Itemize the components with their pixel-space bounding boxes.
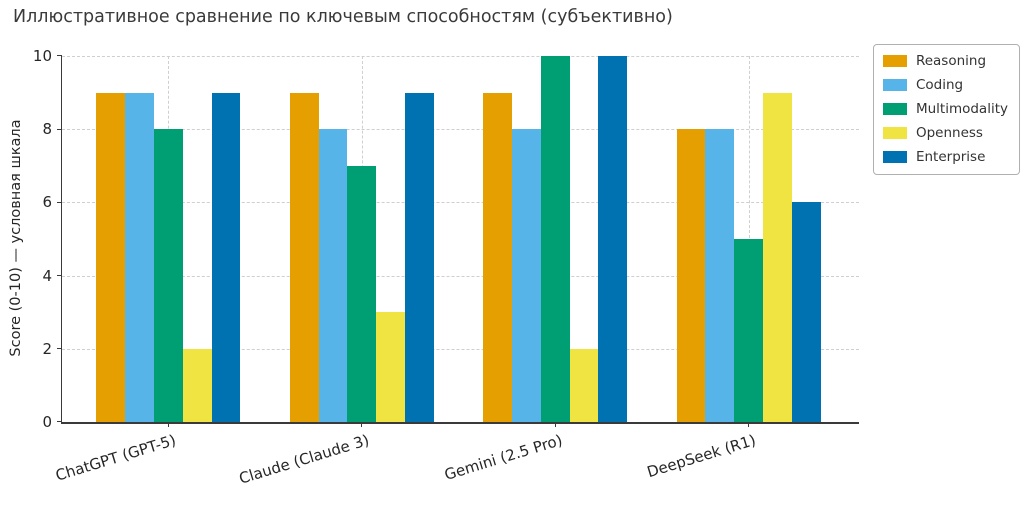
x-tick-mark-claude-claude-3 — [361, 422, 363, 427]
y-tick-label-2: 2 — [42, 339, 52, 358]
y-tick-mark-2 — [57, 348, 62, 350]
legend-item-multimodality: Multimodality — [882, 101, 1008, 117]
legend-label-multimodality: Multimodality — [915, 101, 1008, 117]
y-tick-label-8: 8 — [42, 120, 52, 139]
y-tick-mark-8 — [57, 128, 62, 130]
legend-swatch-enterprise — [882, 151, 907, 163]
x-tick-label-deepseek-r1: DeepSeek (R1) — [645, 431, 759, 482]
y-tick-mark-0 — [57, 421, 62, 423]
bar-enterprise-deepseek-r1 — [791, 202, 821, 422]
legend: Reasoning Coding Multimodality Openness Ente… — [872, 44, 1020, 175]
bar-openness-gemini-2-5-pro — [569, 348, 599, 422]
y-tick-label-10: 10 — [32, 47, 52, 65]
legend-item-reasoning: Reasoning — [882, 53, 1008, 69]
y-tick-mark-6 — [57, 201, 62, 203]
legend-item-enterprise: Enterprise — [882, 149, 1008, 165]
y-tick-label-6: 6 — [42, 193, 52, 212]
plot-area: 0 2 4 6 8 10 ChatGPT (GPT-5) Claude (Claude 3) G… — [33, 47, 859, 488]
y-tick-label-0: 0 — [42, 413, 52, 431]
x-tick-label-claude-claude-3: Claude (Claude 3) — [236, 431, 372, 488]
bar-enterprise-gemini-2-5-pro — [598, 56, 628, 422]
x-tick-mark-deepseek-r1 — [748, 422, 750, 427]
bar-enterprise-claude-claude-3 — [405, 92, 434, 422]
bar-openness-chatgpt-gpt-5 — [182, 348, 212, 422]
legend-label-enterprise: Enterprise — [915, 149, 986, 165]
y-tick-label-4: 4 — [42, 266, 52, 285]
bar-group-deepseek-r1 — [676, 56, 821, 422]
bar-openness-deepseek-r1 — [763, 92, 792, 422]
bar-multimodality-claude-claude-3 — [347, 165, 377, 422]
bar-multimodality-deepseek-r1 — [734, 239, 764, 422]
y-axis-label: Score (0-10) — условная шкала — [8, 119, 24, 357]
legend-item-coding: Coding — [882, 77, 1008, 93]
y-tick-mark-4 — [57, 274, 62, 276]
bar-reasoning-gemini-2-5-pro — [483, 92, 513, 422]
legend-swatch-multimodality — [882, 103, 907, 115]
bar-openness-claude-claude-3 — [376, 312, 406, 422]
bar-reasoning-deepseek-r1 — [676, 129, 706, 422]
bar-group-gemini-2-5-pro — [483, 56, 628, 422]
bar-reasoning-claude-claude-3 — [289, 92, 319, 422]
bar-reasoning-chatgpt-gpt-5 — [96, 92, 126, 422]
bar-multimodality-gemini-2-5-pro — [540, 56, 570, 422]
bar-group-chatgpt-gpt-5 — [96, 56, 241, 422]
legend-label-coding: Coding — [915, 77, 964, 93]
x-tick-label-chatgpt-gpt-5: ChatGPT (GPT-5) — [53, 431, 178, 485]
bar-multimodality-chatgpt-gpt-5 — [153, 129, 183, 422]
bar-coding-chatgpt-gpt-5 — [125, 92, 154, 422]
legend-item-openness: Openness — [882, 125, 1008, 141]
legend-label-openness: Openness — [915, 125, 983, 141]
bar-group-claude-claude-3 — [289, 56, 434, 422]
bar-enterprise-chatgpt-gpt-5 — [211, 92, 241, 422]
legend-label-reasoning: Reasoning — [915, 53, 987, 69]
bar-coding-deepseek-r1 — [705, 129, 735, 422]
legend-swatch-reasoning — [882, 55, 907, 67]
legend-swatch-openness — [882, 127, 907, 139]
y-tick-mark-10 — [57, 55, 62, 57]
legend-swatch-coding — [882, 79, 907, 91]
bar-coding-claude-claude-3 — [318, 129, 348, 422]
x-tick-label-gemini-2-5-pro: Gemini (2.5 Pro) — [442, 431, 565, 484]
x-tick-mark-gemini-2-5-pro — [554, 422, 556, 427]
chart-title: Иллюстративное сравнение по ключевым спо… — [13, 7, 673, 27]
bar-coding-gemini-2-5-pro — [512, 129, 541, 422]
x-tick-mark-chatgpt-gpt-5 — [167, 422, 169, 427]
